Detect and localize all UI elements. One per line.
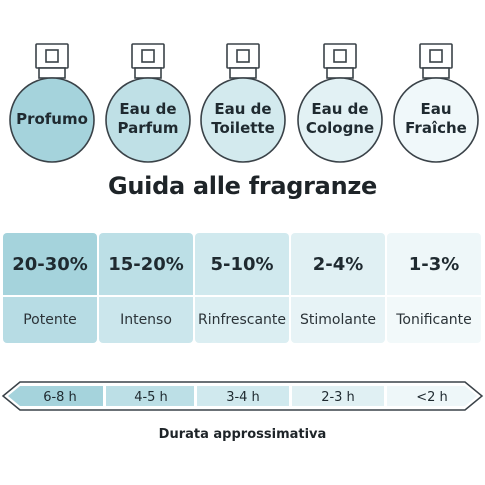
perfume-bottle-icon (105, 43, 191, 163)
bottle-label: Eau de Parfum (108, 92, 188, 146)
bottle-label-line: Eau de (119, 100, 177, 118)
concentration-grid: 20-30% Potente 15-20% Intenso 5-10% Rinf… (3, 233, 483, 343)
intensity-description: Rinfrescante (195, 297, 289, 343)
duration-label: 4-5 h (134, 389, 168, 405)
concentration-column: 1-3% Tonificante (387, 233, 481, 343)
bottle-label-line: Parfum (117, 119, 179, 137)
perfume-bottle-icon (9, 43, 95, 163)
bottle-label-line: Toilette (211, 119, 275, 137)
duration-segment (387, 386, 477, 406)
concentration-column: 15-20% Intenso (99, 233, 193, 343)
perfume-bottle-icon (393, 43, 479, 163)
duration-segment (197, 386, 289, 406)
duration-label: 6-8 h (43, 389, 77, 405)
bottle-label: Eau de Toilette (203, 92, 283, 146)
intensity-description: Intenso (99, 297, 193, 343)
bottle-label-line: Profumo (16, 109, 88, 128)
duration-segment (292, 386, 384, 406)
bottle-row: Profumo Eau de Parfum Eau de Toilette (0, 0, 485, 175)
bottle-eau-de-cologne: Eau de Cologne (296, 40, 384, 165)
bottle-label: Profumo (12, 92, 92, 146)
duration-segment (8, 386, 103, 406)
concentration-column: 20-30% Potente (3, 233, 97, 343)
concentration-percentage: 5-10% (195, 233, 289, 295)
concentration-percentage: 2-4% (291, 233, 385, 295)
bottle-eau-de-toilette: Eau de Toilette (199, 40, 287, 165)
duration-label: 3-4 h (226, 389, 260, 405)
guide-title: Guida alle fragranze (107, 172, 378, 200)
duration-label: 2-3 h (321, 389, 355, 405)
duration-arrow (1, 381, 484, 411)
intensity-description: Potente (3, 297, 97, 343)
perfume-bottle-icon (200, 43, 286, 163)
concentration-percentage: 20-30% (3, 233, 97, 295)
bottle-label-line: Eau de (311, 100, 369, 118)
concentration-percentage: 1-3% (387, 233, 481, 295)
bottle-eau-fraiche: Eau Fraîche (392, 40, 480, 165)
bottle-label-line: Eau (420, 100, 452, 118)
bottle-label-line: Eau de (214, 100, 272, 118)
concentration-column: 5-10% Rinfrescante (195, 233, 289, 343)
bottle-eau-de-parfum: Eau de Parfum (104, 40, 192, 165)
bottle-label: Eau de Cologne (300, 92, 380, 146)
duration-segment (106, 386, 194, 406)
duration-label: <2 h (416, 389, 448, 405)
duration-caption: Durata approssimativa (158, 427, 327, 442)
bottle-label-line: Cologne (305, 119, 375, 137)
bottle-profumo: Profumo (8, 40, 96, 165)
duration-labels: 6-8 h 4-5 h 3-4 h 2-3 h <2 h (0, 385, 485, 409)
concentration-percentage: 15-20% (99, 233, 193, 295)
intensity-description: Stimolante (291, 297, 385, 343)
concentration-column: 2-4% Stimolante (291, 233, 385, 343)
bottle-label-line: Fraîche (405, 119, 467, 137)
bottle-label: Eau Fraîche (396, 92, 476, 146)
intensity-description: Tonificante (387, 297, 481, 343)
perfume-bottle-icon (297, 43, 383, 163)
